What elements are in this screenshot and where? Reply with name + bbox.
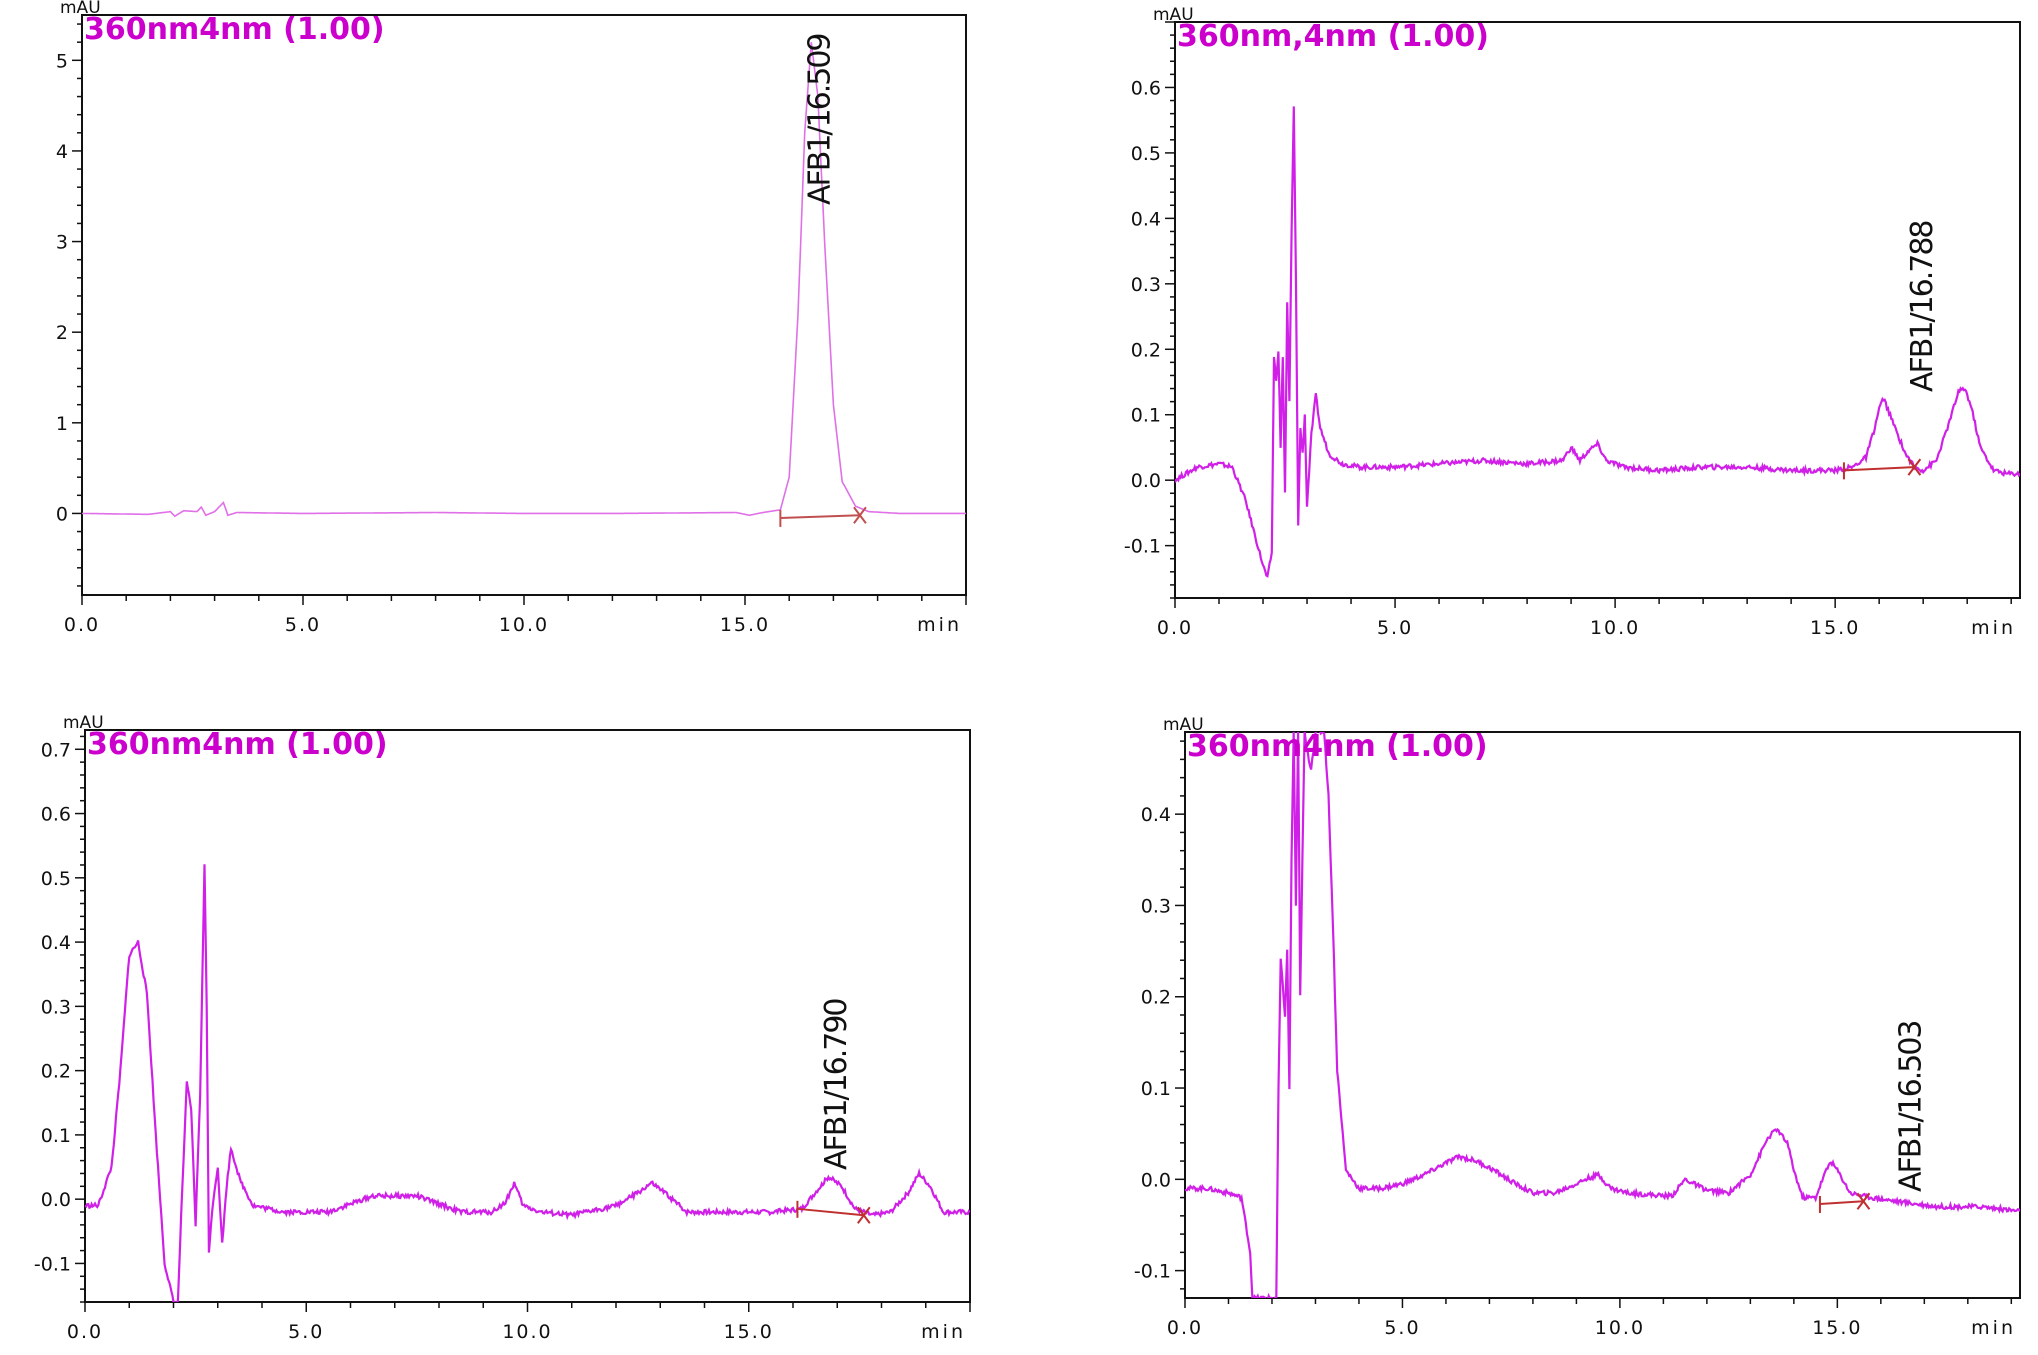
y-tick-label: -0.1 xyxy=(1134,1261,1171,1283)
x-unit-label: min xyxy=(1971,1317,2016,1339)
chromatogram-trace xyxy=(85,864,970,1302)
peak-label: AFB1/16.509 xyxy=(803,34,838,205)
y-unit-label: mAU xyxy=(1163,715,1204,735)
y-tick-label: 0.0 xyxy=(1131,470,1161,492)
x-tick-label: 0.0 xyxy=(64,614,100,636)
plot-frame xyxy=(1184,731,2021,1299)
trace-title: 360nm4nm (1.00) xyxy=(87,727,388,762)
integration-baseline xyxy=(1819,1200,1864,1205)
y-tick-label: 5 xyxy=(56,50,68,72)
x-unit-label: min xyxy=(921,1321,966,1343)
baseline-end-tick xyxy=(853,506,867,524)
y-unit-label: mAU xyxy=(63,713,104,733)
y-tick-label: 0.2 xyxy=(1141,987,1171,1009)
integration-baseline xyxy=(780,514,860,519)
y-tick-label: 0.5 xyxy=(41,868,71,890)
x-tick-label: 0.0 xyxy=(1157,617,1193,639)
x-unit-label: min xyxy=(917,614,962,636)
y-tick-label: 1 xyxy=(56,413,68,435)
chromatogram-bottom-right: 0.0 5.0 10.0 15.0 min 0.4 0.3 0.2 0.1 0.0 -0.1 mAU 3… xyxy=(1075,705,2038,1351)
x-tick-label: 10.0 xyxy=(1595,1317,1645,1339)
peak-label: AFB1/16.503 xyxy=(1894,1021,1929,1192)
x-tick-label: 5.0 xyxy=(1377,617,1413,639)
y-tick-label: 0.3 xyxy=(41,996,71,1018)
x-tick-label: 5.0 xyxy=(288,1321,324,1343)
x-tick-label: 10.0 xyxy=(499,614,549,636)
baseline-end-tick xyxy=(1907,458,1922,476)
trace-title: 360nm4nm (1.00) xyxy=(1187,729,1488,764)
y-unit-label: mAU xyxy=(1153,5,1194,25)
y-tick-label: 0.6 xyxy=(1131,77,1161,99)
baseline-end-tick xyxy=(1856,1192,1871,1210)
x-tick-label: 15.0 xyxy=(1810,617,1860,639)
x-tick-label: 10.0 xyxy=(502,1321,552,1343)
chromatogram-top-left: 0.0 5.0 10.0 15.0 min 5 4 3 2 1 0 mAU 360nm4nm (1.00… xyxy=(0,0,1000,650)
x-tick-label: 5.0 xyxy=(1384,1317,1420,1339)
y-tick-label: 2 xyxy=(56,322,68,344)
peak-label: AFB1/16.790 xyxy=(819,999,854,1170)
y-tick-label: 0.2 xyxy=(1131,339,1161,361)
y-unit-label: mAU xyxy=(60,0,101,18)
plot-frame xyxy=(1174,21,2021,599)
y-tick-label: 0.4 xyxy=(1131,208,1161,230)
chart-svg: 0.0 5.0 10.0 15.0 min 0.7 0.6 0.5 0.4 0.3 0.2 0.1 0.… xyxy=(34,713,971,1343)
y-tick-label: 0.2 xyxy=(41,1061,71,1083)
x-tick-label: 5.0 xyxy=(285,614,321,636)
y-tick-label: 0.6 xyxy=(41,804,71,826)
x-tick-label: 15.0 xyxy=(720,614,770,636)
trace-title: 360nm,4nm (1.00) xyxy=(1177,19,1489,54)
y-tick-label: 0.0 xyxy=(1141,1169,1171,1191)
y-tick-label: 0.4 xyxy=(1141,804,1171,826)
y-tick-label: 0.1 xyxy=(41,1125,71,1147)
integration-baseline xyxy=(797,1207,864,1217)
x-tick-label: 0.0 xyxy=(67,1321,103,1343)
y-tick-label: -0.1 xyxy=(1124,536,1161,558)
y-tick-label: 0.0 xyxy=(41,1189,71,1211)
y-tick-label: 3 xyxy=(56,232,68,254)
y-tick-label: 0.7 xyxy=(41,739,71,761)
x-tick-label: 0.0 xyxy=(1167,1317,1203,1339)
y-tick-label: 0 xyxy=(56,503,68,525)
x-unit-label: min xyxy=(1971,617,2016,639)
y-tick-label: 0.4 xyxy=(41,932,71,954)
x-tick-label: 10.0 xyxy=(1590,617,1640,639)
y-tick-label: 4 xyxy=(56,141,68,163)
x-tick-label: 15.0 xyxy=(1812,1317,1862,1339)
trace-title: 360nm4nm (1.00) xyxy=(84,12,385,47)
chart-svg: 0.0 5.0 10.0 15.0 min 0.4 0.3 0.2 0.1 0.0 -0.1 mAU3… xyxy=(1134,715,2021,1339)
chromatogram-trace xyxy=(82,42,966,518)
chart-svg: 0.0 5.0 10.0 15.0 min 0.6 0.5 0.4 0.3 0.2 0.1 0.0 -0… xyxy=(1124,5,2021,639)
y-tick-label: -0.1 xyxy=(34,1253,71,1275)
y-tick-label: 0.5 xyxy=(1131,143,1161,165)
integration-baseline xyxy=(1843,466,1915,472)
y-tick-label: 0.3 xyxy=(1131,274,1161,296)
chromatogram-top-right: 0.0 5.0 10.0 15.0 min 0.6 0.5 0.4 0.3 0.2 0.1 0.0 -0… xyxy=(1075,0,2038,650)
y-tick-label: 0.1 xyxy=(1131,405,1161,427)
chromatogram-trace xyxy=(1185,732,2020,1298)
x-tick-label: 15.0 xyxy=(724,1321,774,1343)
y-tick-label: 0.1 xyxy=(1141,1078,1171,1100)
y-tick-label: 0.3 xyxy=(1141,895,1171,917)
baseline-end-tick xyxy=(856,1206,871,1224)
peak-label: AFB1/16.788 xyxy=(1905,221,1940,392)
chromatogram-bottom-left: 0.0 5.0 10.0 15.0 min 0.7 0.6 0.5 0.4 0.3 0.2 0.1 0.… xyxy=(0,705,1000,1351)
chromatogram-trace xyxy=(1175,106,2020,578)
